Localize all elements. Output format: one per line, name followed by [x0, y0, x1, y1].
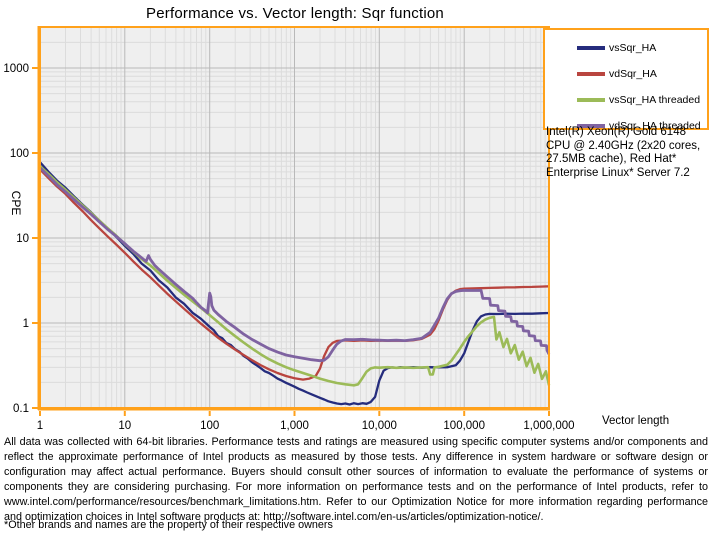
- legend-item: vdSqr_HA: [545, 61, 707, 87]
- x-axis-title: Vector length: [602, 415, 670, 427]
- x-tick-label: 1,000: [280, 420, 309, 432]
- x-tick-label: 100: [200, 420, 219, 432]
- series-line-vsSqr_HA-threaded: [39, 165, 551, 387]
- x-tick-label: 1,000,000: [523, 420, 574, 432]
- x-tick-label: 10,000: [362, 420, 397, 432]
- legend-item: vdSqr_HA threaded: [545, 113, 707, 139]
- x-tick-label: 1: [37, 420, 43, 432]
- y-tick-label: 100: [10, 148, 29, 160]
- x-tick-label: 100,000: [443, 420, 485, 432]
- legend-item-label: vdSqr_HA threaded: [609, 120, 701, 132]
- legend-item-label: vsSqr_HA: [609, 42, 657, 54]
- major-gridlines: [40, 27, 549, 408]
- y-tick-label: 10: [16, 233, 29, 245]
- y-tick-label: 1000: [3, 63, 29, 75]
- chart-svg: 1 10 100 1,000 10,000 100,000 1,000,000 0.1 1 10 1…: [3, 26, 575, 432]
- legend-color-line: [577, 72, 605, 76]
- legend-item-label: vdSqr_HA: [609, 68, 657, 80]
- legend-color-line: [577, 124, 605, 128]
- legend-item: vsSqr_HA threaded: [545, 87, 707, 113]
- axis-ticks: [32, 67, 550, 416]
- legend-color-line: [577, 46, 605, 50]
- x-tick-label: 10: [118, 420, 131, 432]
- chart-title: Performance vs. Vector length: Sqr funct…: [146, 5, 444, 22]
- legend-color-line: [577, 98, 605, 102]
- footer-disclaimer: All data was collected with 64-bit libra…: [4, 436, 708, 523]
- y-axis-title: CPE: [9, 190, 23, 216]
- legend-item: vsSqr_HA: [545, 35, 707, 61]
- cpu-info-note: Intel(R) Xeon(R) Gold 6148 CPU @ 2.40GHz…: [546, 126, 701, 179]
- legend: vsSqr_HA vdSqr_HA vsSqr_HA threaded vdSqr_H…: [543, 28, 709, 132]
- y-tick-label: 0.1: [13, 403, 29, 415]
- series-line-vdSqr_HA-threaded: [39, 166, 551, 363]
- footer-trademark: *Other brands and names are the property…: [4, 519, 333, 531]
- y-tick-label: 1: [23, 318, 29, 330]
- legend-item-label: vsSqr_HA threaded: [609, 94, 701, 106]
- series-line-vsSqr_HA: [39, 161, 550, 406]
